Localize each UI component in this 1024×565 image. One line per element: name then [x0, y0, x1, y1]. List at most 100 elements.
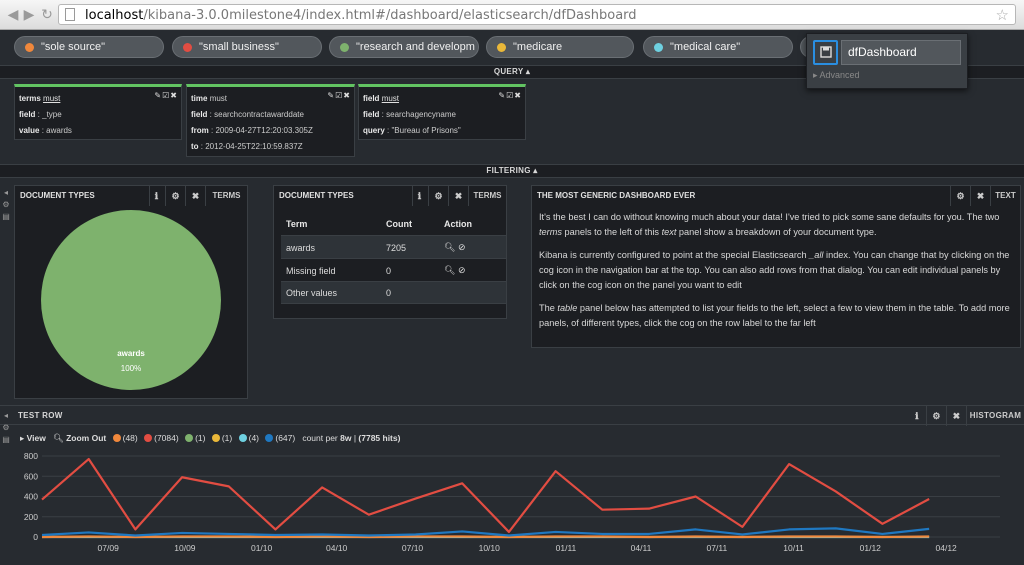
info-icon[interactable]: ℹ	[412, 186, 426, 206]
gear-icon[interactable]: ⚙	[926, 406, 946, 426]
filter-value: : 2012-04-25T22:10:59.837Z	[198, 142, 303, 151]
panel-type-label: TEXT	[990, 186, 1020, 206]
url-text[interactable]: localhost/kibana-3.0.0milestone4/index.h…	[85, 8, 637, 23]
query-pill-label[interactable]: "small business"	[199, 41, 279, 53]
forward-icon[interactable]: ▶	[23, 6, 35, 22]
advanced-link[interactable]: ▸ Advanced	[813, 70, 860, 80]
filter-mode-toggle[interactable]: must	[381, 94, 400, 103]
filter-type: time	[191, 94, 208, 103]
count-cell: 7205	[381, 235, 439, 259]
collapse-row-icon[interactable]: ◂	[3, 188, 8, 197]
row-columns-icon[interactable]: ▤	[2, 435, 10, 444]
row-settings-icon[interactable]: ⚙	[2, 423, 10, 432]
x-tick-label: 04/12	[936, 543, 958, 553]
filter-area: ✎☑✖ terms must field : _type value : awa…	[0, 79, 1024, 162]
back-icon[interactable]: ◀	[7, 6, 19, 22]
pie-slice-percent: 100%	[121, 364, 141, 373]
query-color-dot[interactable]	[654, 43, 663, 52]
query-color-dot[interactable]	[25, 43, 34, 52]
query-pill-label[interactable]: "sole source"	[41, 41, 106, 53]
legend-dot	[238, 434, 247, 442]
bookmark-star-icon[interactable]: ☆	[995, 7, 1009, 24]
view-toggle[interactable]: ▸ View	[20, 433, 46, 443]
series-line[interactable]	[41, 457, 930, 534]
close-icon[interactable]: ✖	[946, 406, 966, 426]
query-color-dot[interactable]	[183, 43, 192, 52]
panel-header: DOCUMENT TYPES ℹ ⚙ ✖ TERMS	[274, 186, 506, 206]
text-run: It's the best I can do without knowing m…	[539, 212, 1000, 222]
text-run: panels to the left of this	[561, 227, 662, 237]
query-pill-small-business[interactable]: "small business"	[172, 36, 322, 58]
series-line[interactable]	[41, 527, 930, 537]
filter-type: terms	[19, 94, 41, 103]
filter-card-actions[interactable]: ✎☑✖	[498, 91, 522, 100]
x-tick-label: 01/10	[251, 543, 273, 553]
filter-exclude-icon[interactable]: ⊘	[457, 265, 466, 275]
close-icon[interactable]: ✖	[448, 186, 468, 206]
reload-icon[interactable]: ↻	[41, 6, 53, 22]
filter-card-actions[interactable]: ✎☑✖	[154, 91, 178, 100]
query-color-dot[interactable]	[340, 43, 349, 52]
advanced-link-label[interactable]: Advanced	[819, 70, 860, 80]
filter-value: : searchagencyname	[379, 110, 456, 119]
pie-slice-awards[interactable]	[41, 210, 221, 390]
paragraph: The table panel below has attempted to l…	[539, 301, 1014, 331]
text-run: panel show a breakdown of your document …	[676, 227, 877, 237]
legend-dot	[265, 434, 274, 442]
filter-include-icon[interactable]: 🔍︎	[444, 242, 456, 252]
query-pill-research[interactable]: "research and developm	[329, 36, 479, 58]
dashboard-name-input[interactable]: dfDashboard	[841, 40, 961, 65]
legend-count: (48)	[122, 433, 138, 443]
filter-card-actions[interactable]: ✎☑✖	[327, 91, 351, 100]
filter-exclude-icon[interactable]: ⊘	[457, 242, 466, 252]
query-pill-label[interactable]: "medicare	[513, 41, 563, 53]
pie-chart: awards 100%	[41, 210, 221, 390]
terms-table: Term Count Action awards 7205 🔍︎ ⊘ Missi…	[281, 214, 506, 304]
query-section-toggle[interactable]: QUERY ▴	[0, 65, 1024, 79]
gear-icon[interactable]: ⚙	[165, 186, 185, 206]
gear-icon[interactable]: ⚙	[950, 186, 970, 206]
info-icon[interactable]: ℹ	[149, 186, 163, 206]
count-cell: 0	[381, 258, 439, 282]
row-columns-icon[interactable]: ▤	[2, 212, 10, 221]
query-pill-medical-care[interactable]: "medical care"	[643, 36, 793, 58]
gear-icon[interactable]: ⚙	[428, 186, 448, 206]
series-line[interactable]	[41, 535, 930, 539]
info-icon[interactable]: ℹ	[915, 411, 919, 421]
x-tick-label: 04/10	[326, 543, 348, 553]
filter-mode-toggle[interactable]: must	[43, 94, 61, 103]
panel-title: THE MOST GENERIC DASHBOARD EVER	[537, 191, 696, 200]
close-icon[interactable]: ✖	[185, 186, 205, 206]
filter-value: : 2009-04-27T12:20:03.305Z	[208, 126, 313, 135]
table-row: awards 7205 🔍︎ ⊘	[281, 235, 506, 259]
action-cell: 🔍︎ ⊘	[439, 235, 506, 259]
filter-key: from	[191, 126, 209, 135]
zoom-out-button[interactable]: 🔍︎ Zoom Out	[52, 433, 107, 443]
filter-value: : searchcontractawarddate	[207, 110, 304, 119]
query-pill-label[interactable]: "medical care"	[670, 41, 741, 53]
term-cell: awards	[281, 235, 381, 259]
query-pill-label[interactable]: "research and developm	[356, 41, 475, 53]
text-run: Kibana is currently configured to point …	[539, 250, 810, 260]
filter-mode[interactable]: must	[209, 94, 228, 103]
legend-count: (1)	[221, 433, 233, 443]
query-color-dot[interactable]	[497, 43, 506, 52]
zoom-out-label[interactable]: Zoom Out	[66, 433, 107, 443]
term-cell: Missing field	[281, 258, 381, 282]
close-icon[interactable]: ✖	[970, 186, 990, 206]
filter-key: field	[363, 110, 380, 119]
filtering-section-toggle[interactable]: FILTERING ▴	[0, 164, 1024, 178]
view-label[interactable]: View	[26, 433, 46, 443]
text-run: index. You can change that by clicking o…	[539, 250, 1010, 290]
address-bar[interactable]: localhost/kibana-3.0.0milestone4/index.h…	[58, 4, 1016, 25]
filter-card-terms: ✎☑✖ terms must field : _type value : awa…	[14, 84, 182, 140]
text-panel-body: It's the best I can do without knowing m…	[539, 210, 1014, 339]
collapse-row-icon[interactable]: ◂	[3, 411, 8, 420]
save-icon[interactable]	[813, 40, 838, 65]
column-header-action: Action	[439, 214, 506, 236]
query-pill-medicare[interactable]: "medicare	[486, 36, 634, 58]
filter-include-icon[interactable]: 🔍︎	[444, 265, 456, 275]
row-settings-icon[interactable]: ⚙	[2, 200, 10, 209]
query-pill-sole-source[interactable]: "sole source"	[14, 36, 164, 58]
x-tick-label: 01/11	[556, 543, 577, 553]
